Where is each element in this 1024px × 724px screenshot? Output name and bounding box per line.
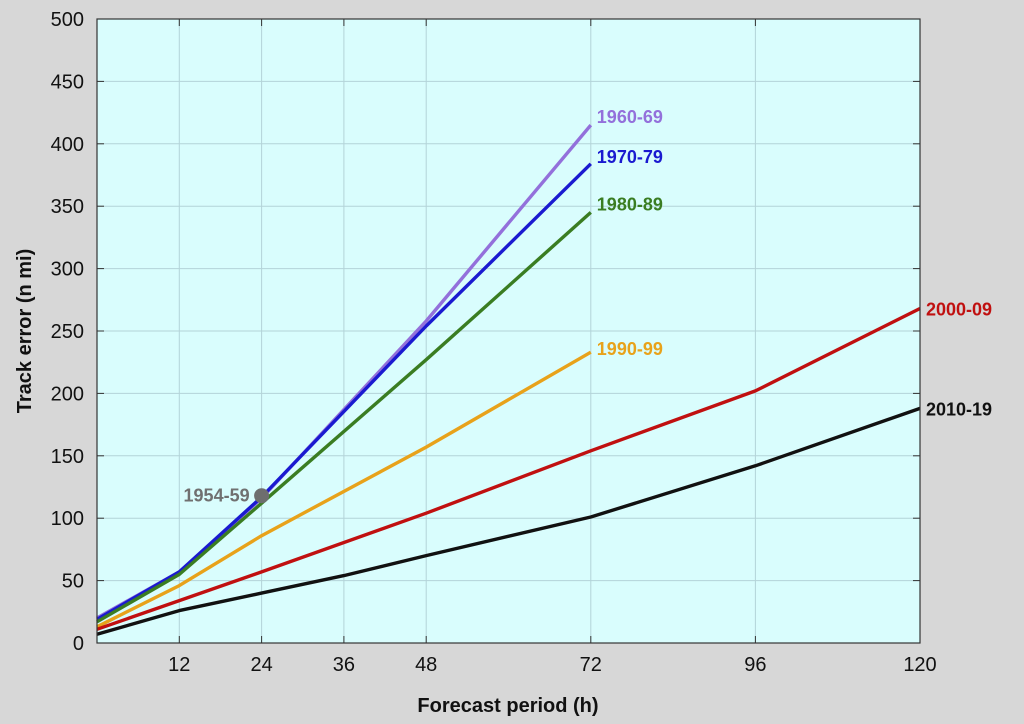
y-tick-label: 350 — [51, 196, 84, 218]
series-line-2010-19 — [96, 406, 921, 636]
x-tick-label: 24 — [250, 654, 272, 676]
x-tick-label: 36 — [333, 654, 355, 676]
y-tick-label: 450 — [51, 71, 84, 93]
axis-ticks: 12 24 36 48 72 96 120 0 50 100 150 200 250 300 350 400 4… — [51, 9, 937, 676]
x-tick-label: 96 — [744, 654, 766, 676]
x-axis-title: Forecast period (h) — [417, 695, 598, 717]
series-line-2000-09 — [96, 306, 921, 631]
x-tick-label: 12 — [168, 654, 190, 676]
y-tick-label: 300 — [51, 259, 84, 281]
y-tick-label: 500 — [51, 9, 84, 31]
x-tick-label: 120 — [903, 654, 936, 676]
series-label-1960-69: 1960-69 — [597, 107, 663, 127]
y-tick-label: 150 — [51, 446, 84, 468]
x-tick-label: 72 — [580, 654, 602, 676]
point-marker-1954-59 — [254, 488, 270, 504]
y-tick-label: 400 — [51, 134, 84, 156]
x-tick-label: 48 — [415, 654, 437, 676]
y-tick-label: 250 — [51, 321, 84, 343]
y-tick-label: 200 — [51, 383, 84, 405]
y-axis-title: Track error (n mi) — [14, 249, 36, 414]
y-tick-label: 0 — [73, 633, 84, 655]
series-label-2000-09: 2000-09 — [926, 300, 992, 320]
series-label-1970-79: 1970-79 — [597, 147, 663, 167]
y-tick-label: 100 — [51, 508, 84, 530]
point-markers: 1954-59 — [184, 486, 270, 506]
series-label-2010-19: 2010-19 — [926, 399, 992, 419]
series-line-1990-99 — [96, 350, 592, 629]
point-label-1954-59: 1954-59 — [184, 486, 250, 506]
y-tick-label: 50 — [62, 571, 84, 593]
series-label-1990-99: 1990-99 — [597, 339, 663, 359]
series-label-1980-89: 1980-89 — [597, 194, 663, 214]
